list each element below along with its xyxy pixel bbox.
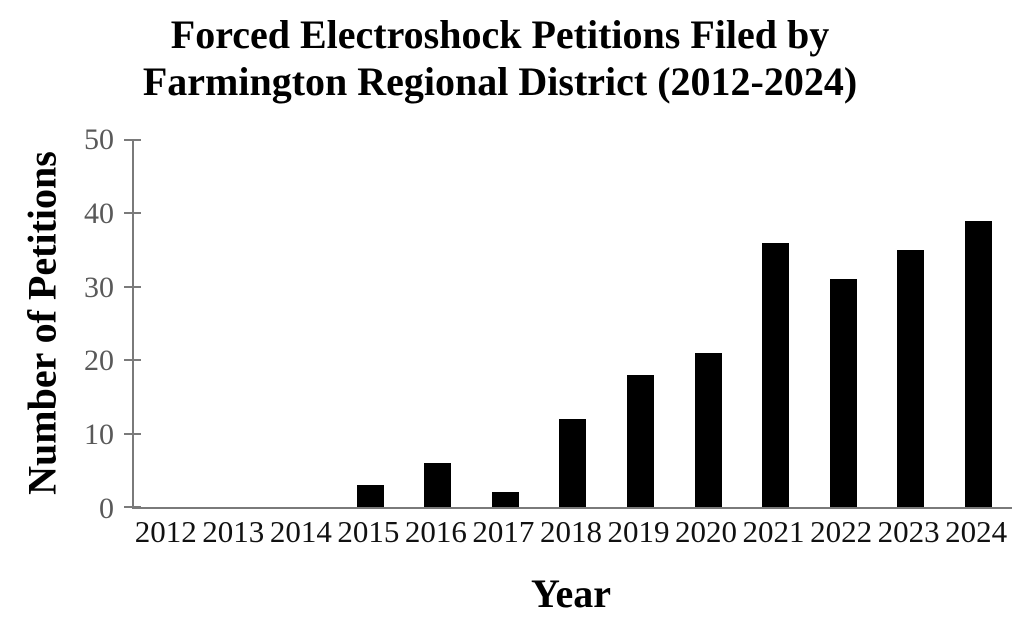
x-tick-label: 2019	[607, 514, 670, 549]
bar-slot	[202, 140, 270, 507]
y-tick-mark	[124, 139, 141, 141]
y-tick-label: 30	[84, 270, 114, 304]
bar-slot	[809, 140, 877, 507]
bars-container	[134, 140, 1012, 507]
bar-slot	[269, 140, 337, 507]
x-tick-label: 2014	[269, 514, 332, 549]
x-tick-label: 2023	[877, 514, 940, 549]
chart-title-line1: Forced Electroshock Petitions Filed by	[170, 12, 830, 57]
x-tick-label: 2013	[202, 514, 265, 549]
bar-2021	[762, 242, 790, 507]
y-tick-label: 20	[84, 344, 114, 378]
chart-title: Forced Electroshock Petitions Filed by F…	[0, 12, 1000, 106]
x-tick-label: 2024	[945, 514, 1008, 549]
bar-slot	[674, 140, 742, 507]
x-tick-label: 2020	[675, 514, 738, 549]
x-tick-label: 2016	[404, 514, 467, 549]
bar-slot	[944, 140, 1012, 507]
bar-slot	[607, 140, 675, 507]
bar-2016	[424, 462, 452, 507]
y-tick-mark	[124, 506, 141, 508]
bar-slot	[539, 140, 607, 507]
bar-slot	[472, 140, 540, 507]
y-tick-label: 0	[99, 492, 114, 525]
y-tick-mark	[124, 359, 141, 362]
chart-title-line2: Farmington Regional District (2012-2024)	[142, 58, 858, 104]
bar-slot	[404, 140, 472, 507]
bar-2024	[964, 220, 992, 507]
bar-slot	[134, 140, 202, 507]
x-tick-label: 2021	[742, 514, 805, 549]
bar-2020	[694, 352, 722, 507]
plot-area	[124, 139, 1012, 509]
x-tick-label: 2018	[539, 514, 602, 549]
x-tick-label: 2015	[337, 514, 400, 549]
y-tick-label: 40	[84, 196, 114, 230]
y-tick-label: 50	[84, 123, 114, 156]
x-tick-label: 2017	[472, 514, 535, 549]
bar-2019	[626, 374, 654, 507]
bar-slot	[742, 140, 810, 507]
y-tick-labels: 0 10 20 30 40 50	[0, 125, 114, 524]
y-tick-mark	[124, 285, 141, 288]
x-tick-label: 2022	[810, 514, 873, 549]
bar-2017	[491, 492, 519, 507]
bar-2015	[356, 484, 384, 507]
y-tick-mark	[124, 212, 141, 215]
x-axis-title: Year	[531, 571, 611, 616]
bar-2022	[829, 279, 857, 507]
x-tick-labels: 2012 2013 2014 2015 2016 2017 2018 2019 2020 2021…	[132, 514, 1010, 550]
bar-2023	[897, 250, 925, 507]
bar-slot	[877, 140, 945, 507]
y-tick-label: 10	[84, 418, 114, 452]
y-tick-mark	[124, 432, 141, 435]
bar-slot	[337, 140, 405, 507]
bar-2018	[559, 418, 587, 507]
x-tick-label: 2012	[134, 514, 197, 549]
